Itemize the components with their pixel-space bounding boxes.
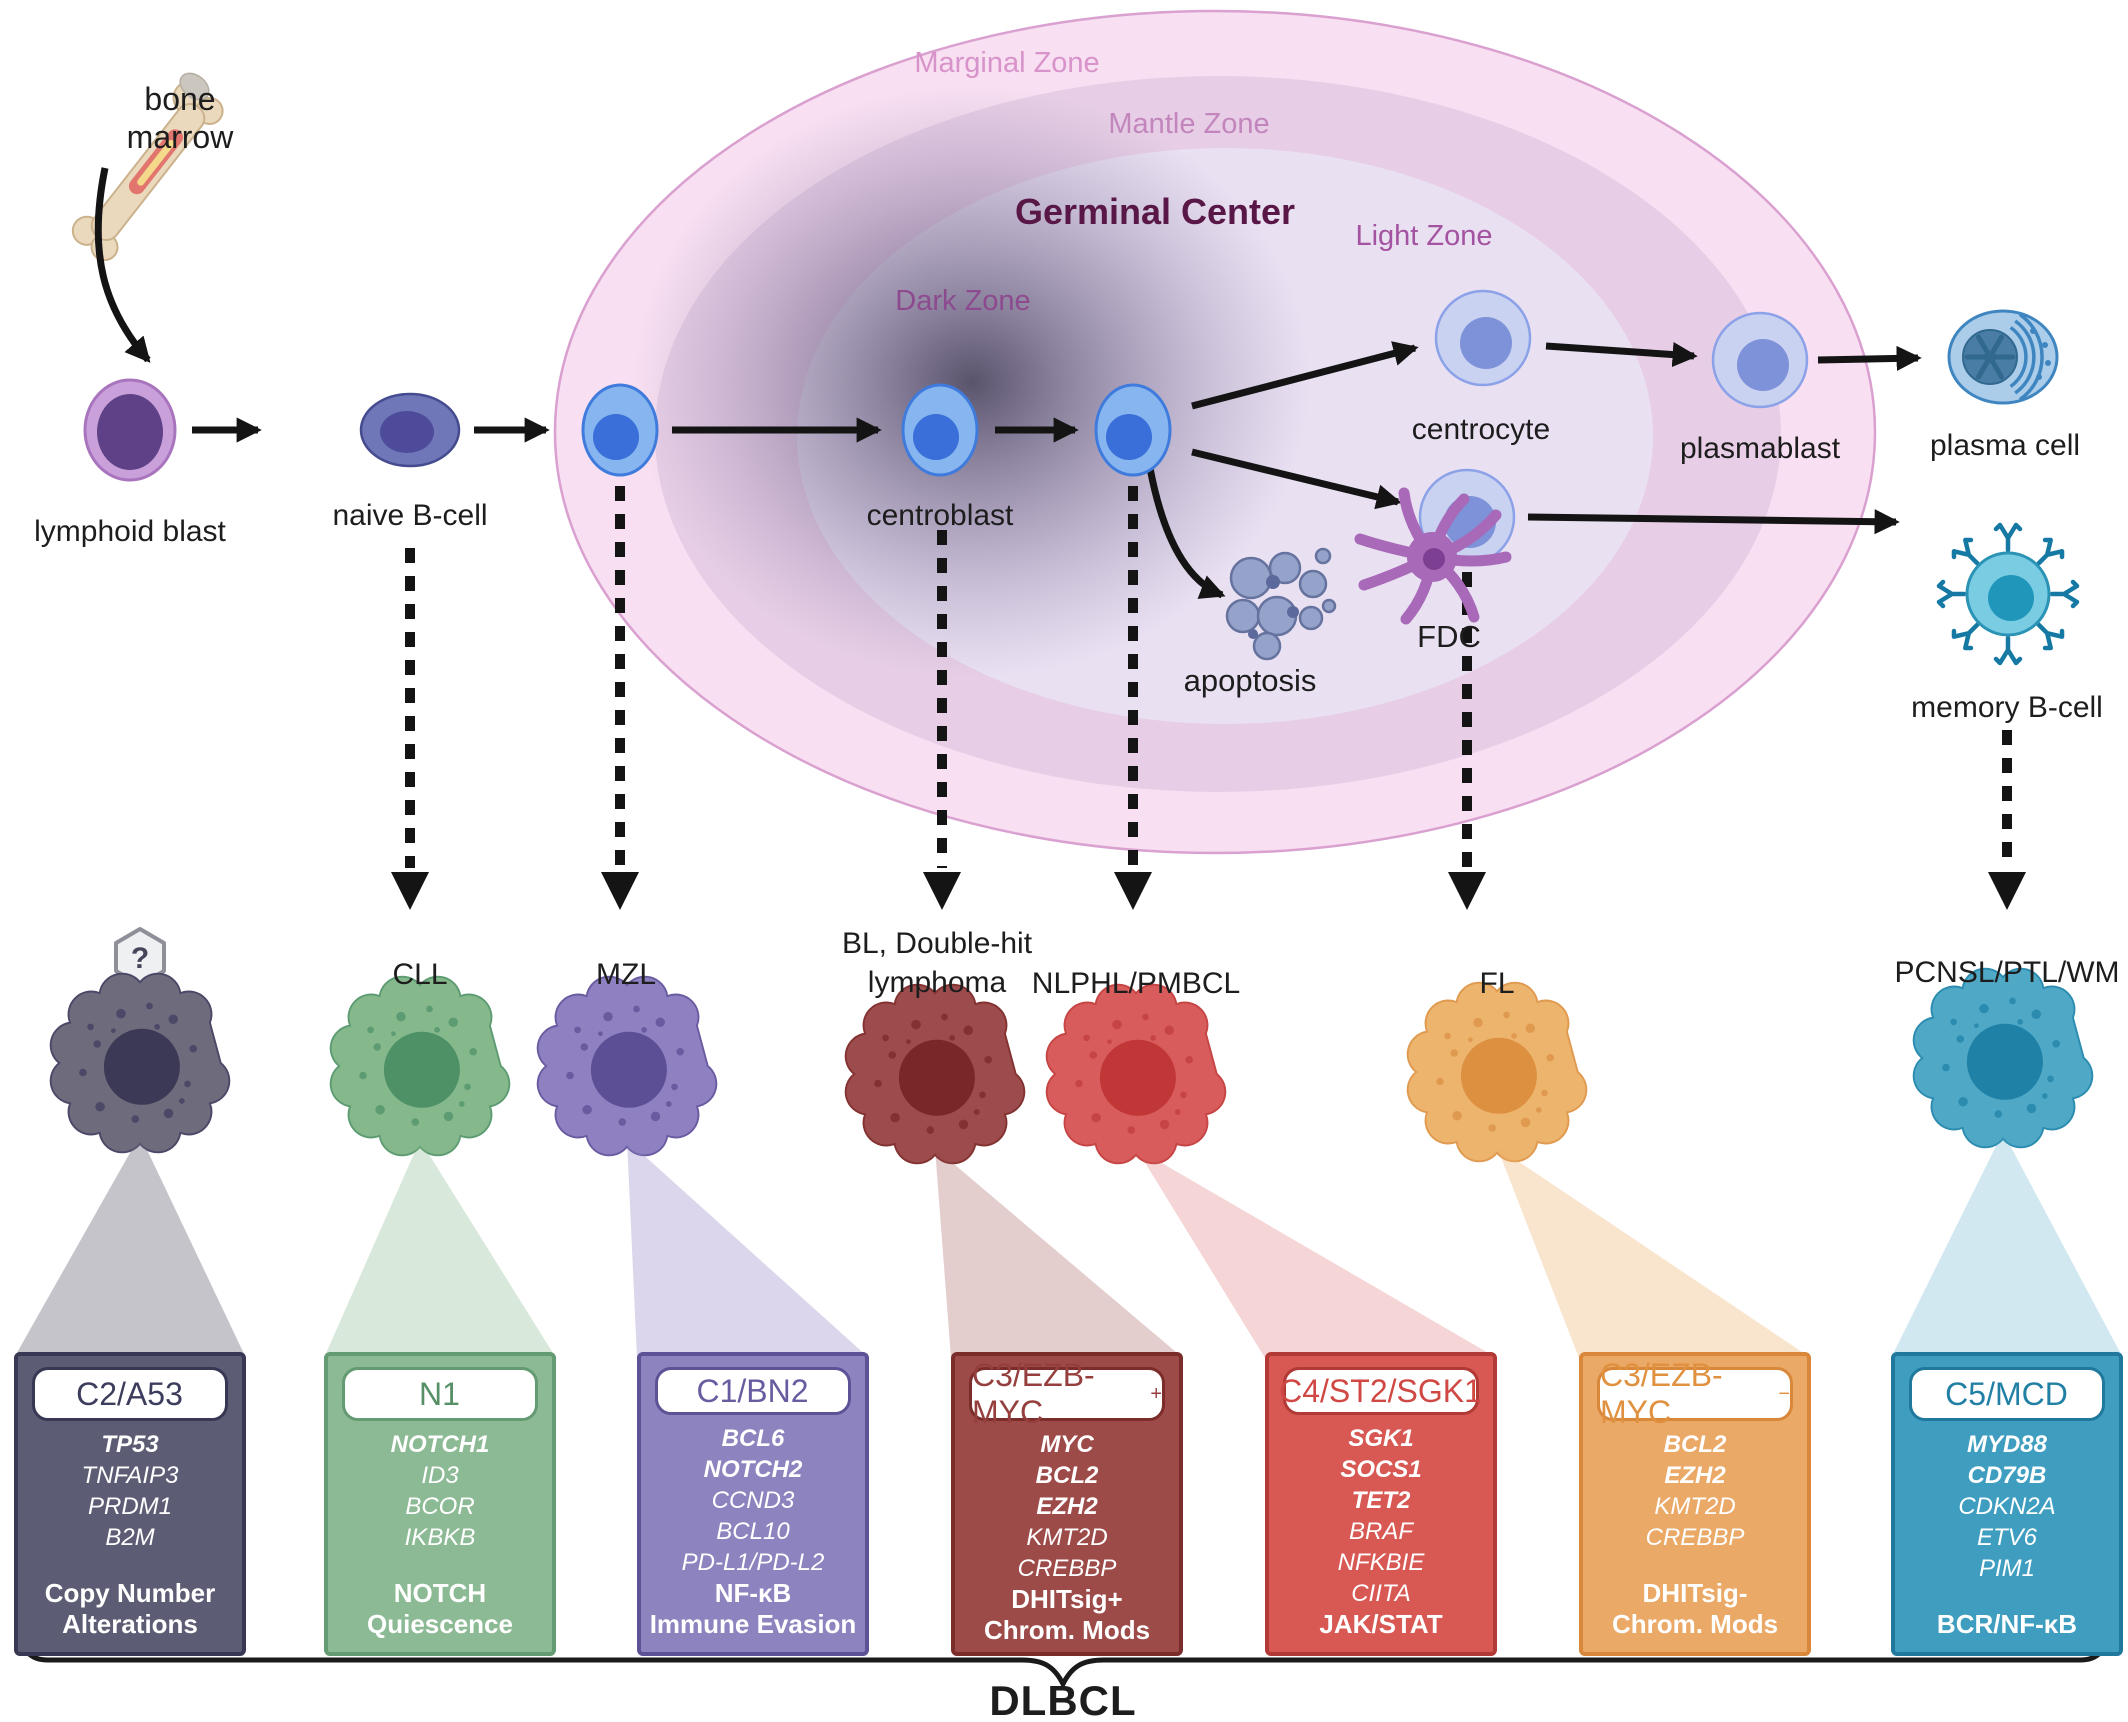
subtype-footer: NOTCH Quiescence — [367, 1578, 513, 1639]
fl-cell — [1406, 981, 1588, 1163]
dlbcl-brace — [19, 1631, 2109, 1690]
subtype-box-c3-ezb-myc-neg: C3/EZB-MYC − BCL2 EZH2 KMT2D CREBBP DHITs… — [1579, 1352, 1811, 1656]
unknown-origin-label: ? — [130, 942, 150, 975]
cll-cell — [329, 975, 511, 1157]
subtype-footer: BCR/NF-κB — [1936, 1609, 2078, 1639]
subtype-footer: Copy Number Alterations — [44, 1578, 216, 1639]
subtype-footer: DHITsig- Chrom. Mods — [1611, 1578, 1779, 1639]
dark-zone-label: Dark Zone — [895, 285, 1031, 317]
gc-b-cell-2 — [1094, 383, 1172, 477]
bl-dhl-cell — [844, 983, 1026, 1165]
lymphoid-blast-cell — [83, 378, 177, 482]
subtype-header-c3-ezb-myc-neg: C3/EZB-MYC − — [1597, 1357, 1793, 1430]
bone-to-blast-arrow — [94, 167, 151, 363]
subtype-box-c1-bn2: C1/BN2 BCL6 NOTCH2 CCND3 BCL10 PD-L1/PD-… — [637, 1352, 869, 1656]
mantle-zone-label: Mantle Zone — [1108, 108, 1270, 140]
plasma-cell-label: plasma cell — [1929, 429, 2081, 462]
lymphoma-origin-arrows — [391, 486, 2026, 910]
subtype-header-c1-bn2: C1/BN2 — [655, 1367, 851, 1415]
subtype-box-c2-a53: C2/A53 TP53 TNFAIP3 PRDM1 B2M Copy Numbe… — [14, 1352, 246, 1656]
nlphl-pmbcl-label: NLPHL/PMBCL — [1031, 967, 1241, 1000]
centroblast-cell — [901, 383, 979, 477]
gene-list: TP53 TNFAIP3 PRDM1 B2M — [81, 1431, 179, 1551]
fdc-cell — [1354, 487, 1512, 625]
apoptosis-arrow — [1146, 467, 1226, 599]
naive-b-cell-label: naive B-cell — [332, 499, 488, 532]
gene-list: MYC BCL2 EZH2 KMT2D CREBBP — [1017, 1431, 1117, 1582]
naive-b-cell — [359, 392, 461, 468]
maturation-arrows — [94, 167, 1922, 599]
unknown-lymphoma-cell — [49, 972, 231, 1154]
dark-zone-shading — [634, 86, 1310, 678]
subtype-footer: JAK/STAT — [1319, 1609, 1443, 1639]
subtype-box-n1: N1 NOTCH1 ID3 BCOR IKBKB NOTCH Quiescenc… — [324, 1352, 556, 1656]
subtype-header-c5-mcd: C5/MCD — [1909, 1367, 2105, 1421]
unknown-origin-hexagon — [114, 927, 166, 987]
bone-marrow-label: bone marrow — [126, 81, 234, 155]
plasmablast-cell — [1711, 311, 1809, 409]
mzl-label: MZL — [596, 958, 656, 991]
gene-list: BCL2 EZH2 KMT2D CREBBP — [1645, 1431, 1745, 1551]
light-zone-label: Light Zone — [1355, 220, 1493, 252]
fl-label: FL — [1479, 967, 1515, 1000]
pcnsl-ptl-wm-label: PCNSL/PTL/WM — [1894, 956, 2120, 989]
subtype-header-c4-st2-sgk1: C4/ST2/SGK1 — [1279, 1367, 1482, 1415]
pcnsl-ptl-wm-cell — [1912, 967, 2094, 1149]
subtype-header-c2-a53: C2/A53 — [32, 1367, 228, 1421]
centrocyte-label: centrocyte — [1411, 413, 1551, 446]
gene-list: MYD88 CD79B CDKN2A ETV6 PIM1 — [1958, 1431, 2056, 1582]
subtype-box-c3-ezb-myc-pos: C3/EZB-MYC + MYC BCL2 EZH2 KMT2D CREBBP D… — [951, 1352, 1183, 1656]
lymphoma-cells — [49, 967, 2094, 1165]
mzl-cell — [536, 975, 718, 1157]
subtype-footer: NF-κB Immune Evasion — [649, 1578, 857, 1639]
germinal-center-label: Germinal Center — [1014, 191, 1296, 232]
marginal-zone-label: Marginal Zone — [914, 47, 1100, 79]
subtype-header-n1: N1 — [342, 1367, 538, 1421]
classification-beams — [14, 1132, 2123, 1358]
apoptosis-icon — [1225, 547, 1337, 661]
fdc-label: FDC — [1417, 619, 1481, 654]
bl-dhl-label: BL, Double-hit lymphoma — [841, 927, 1033, 999]
dlbcl-label: DLBCL — [989, 1677, 1137, 1722]
gene-list: SGK1 SOCS1 TET2 BRAF NFKBIE CIITA — [1337, 1425, 1425, 1607]
lymphoid-blast-label: lymphoid blast — [34, 515, 226, 548]
gc-b-cell — [581, 383, 659, 477]
plasma-cell — [1947, 309, 2059, 405]
gene-list: NOTCH1 ID3 BCOR IKBKB — [390, 1431, 490, 1551]
subtype-footer: DHITsig+ Chrom. Mods — [983, 1584, 1151, 1645]
subtype-box-c5-mcd: C5/MCD MYD88 CD79B CDKN2A ETV6 PIM1 BCR/… — [1891, 1352, 2123, 1656]
centroblast-label: centroblast — [866, 499, 1014, 532]
gene-list: BCL6 NOTCH2 CCND3 BCL10 PD-L1/PD-L2 — [681, 1425, 825, 1576]
apoptosis-label: apoptosis — [1183, 663, 1317, 698]
centrocyte-cell-upper — [1434, 289, 1532, 387]
memory-b-cell — [1939, 525, 2077, 663]
subtype-box-c4-st2-sgk1: C4/ST2/SGK1 SGK1 SOCS1 TET2 BRAF NFKBIE … — [1265, 1352, 1497, 1656]
plasmablast-label: plasmablast — [1679, 432, 1841, 465]
nlphl-pmbcl-cell — [1045, 983, 1227, 1165]
cll-label: CLL — [392, 958, 448, 991]
memory-b-cell-label: memory B-cell — [1911, 691, 2103, 724]
subtype-header-c3-ezb-myc-pos: C3/EZB-MYC + — [969, 1357, 1165, 1430]
